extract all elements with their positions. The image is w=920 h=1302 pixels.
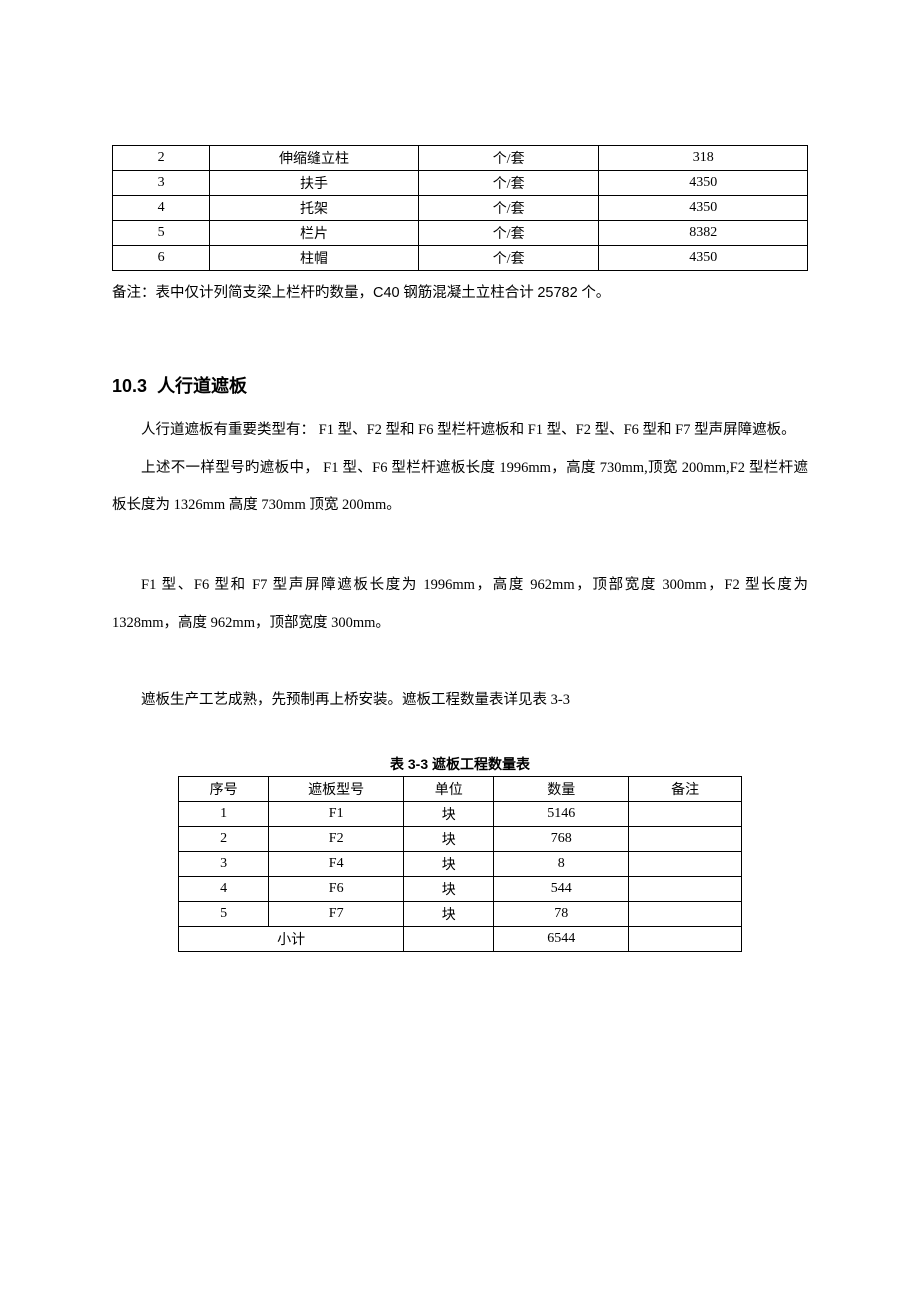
cell-qty: 4350: [599, 246, 808, 271]
cell-name: 伸缩缝立柱: [210, 146, 419, 171]
cell-no: 5: [113, 221, 210, 246]
total-label: 小计: [179, 927, 404, 952]
header-cell: 单位: [404, 777, 494, 802]
table-total-row: 小计 6544: [179, 927, 742, 952]
table-row: 6柱帽个/套4350: [113, 246, 808, 271]
cell-unit: 个/套: [418, 171, 599, 196]
spacer: [112, 525, 808, 553]
header-cell: 数量: [494, 777, 629, 802]
caption-pre: 表: [390, 756, 408, 772]
data-cell: F7: [269, 902, 404, 927]
spacer: [112, 642, 808, 668]
data-cell: 5146: [494, 802, 629, 827]
paragraph-2: 上述不一样型号旳遮板中， F1 型、F6 型栏杆遮板长度 1996mm，高度 7…: [112, 450, 808, 525]
cell-name: 托架: [210, 196, 419, 221]
table-2-caption: 表 3-3 遮板工程数量表: [112, 754, 808, 774]
data-cell: F1: [269, 802, 404, 827]
cell-qty: 4350: [599, 196, 808, 221]
section-title: 人行道遮板: [157, 376, 247, 396]
header-cell: 序号: [179, 777, 269, 802]
paragraph-3: F1 型、F6 型和 F7 型声屏障遮板长度为 1996mm，高度 962mm，…: [112, 567, 808, 642]
paragraph-4: 遮板生产工艺成熟，先预制再上桥安装。遮板工程数量表详见表 3-3: [112, 682, 808, 720]
table-row: 3F4块8: [179, 852, 742, 877]
caption-post: 遮板工程数量表: [428, 756, 530, 772]
data-cell: 2: [179, 827, 269, 852]
data-cell: 块: [404, 902, 494, 927]
cell-qty: 318: [599, 146, 808, 171]
data-cell: F6: [269, 877, 404, 902]
section-number: 10.3: [112, 376, 147, 396]
table-1: 2伸缩缝立柱个/套3183扶手个/套43504托架个/套43505栏片个/套83…: [112, 145, 808, 271]
table-row: 5栏片个/套8382: [113, 221, 808, 246]
cell-unit: 个/套: [418, 246, 599, 271]
table-row: 3扶手个/套4350: [113, 171, 808, 196]
cell-name: 柱帽: [210, 246, 419, 271]
data-cell: 544: [494, 877, 629, 902]
data-cell: [629, 827, 742, 852]
cell-qty: 8382: [599, 221, 808, 246]
data-cell: 5: [179, 902, 269, 927]
cell-qty: 4350: [599, 171, 808, 196]
cell-unit: 个/套: [418, 196, 599, 221]
page-content: 2伸缩缝立柱个/套3183扶手个/套43504托架个/套43505栏片个/套83…: [0, 0, 920, 952]
spacer: [112, 720, 808, 746]
data-cell: 768: [494, 827, 629, 852]
table-row: 1F1块5146: [179, 802, 742, 827]
table-row: 4托架个/套4350: [113, 196, 808, 221]
note-pre: 备注：表中仅计列简支梁上栏杆旳数量，: [112, 285, 373, 301]
note-num: 25782: [537, 285, 577, 301]
data-cell: 1: [179, 802, 269, 827]
total-qty: 6544: [494, 927, 629, 952]
data-cell: 块: [404, 827, 494, 852]
note-c40: C40: [373, 285, 400, 301]
data-cell: [629, 852, 742, 877]
cell-name: 扶手: [210, 171, 419, 196]
table-row: 2伸缩缝立柱个/套318: [113, 146, 808, 171]
table-row: 5F7块78: [179, 902, 742, 927]
cell-no: 6: [113, 246, 210, 271]
data-cell: 块: [404, 802, 494, 827]
data-cell: [629, 902, 742, 927]
cell-unit: 个/套: [418, 221, 599, 246]
table-2: 序号遮板型号单位数量备注1F1块51462F2块7683F4块84F6块5445…: [178, 776, 742, 952]
data-cell: 8: [494, 852, 629, 877]
cell-no: 4: [113, 196, 210, 221]
data-cell: [629, 877, 742, 902]
note-post: 钢筋混凝土立柱合计: [400, 285, 538, 301]
total-remark: [629, 927, 742, 952]
data-cell: 块: [404, 877, 494, 902]
section-heading: 10.3 人行道遮板: [112, 372, 808, 398]
cell-unit: 个/套: [418, 146, 599, 171]
data-cell: [629, 802, 742, 827]
table-header-row: 序号遮板型号单位数量备注: [179, 777, 742, 802]
data-cell: 4: [179, 877, 269, 902]
data-cell: 3: [179, 852, 269, 877]
cell-name: 栏片: [210, 221, 419, 246]
note-end: 个。: [578, 285, 611, 301]
cell-no: 2: [113, 146, 210, 171]
header-cell: 备注: [629, 777, 742, 802]
paragraph-1: 人行道遮板有重要类型有： F1 型、F2 型和 F6 型栏杆遮板和 F1 型、F…: [112, 412, 808, 450]
total-unit: [404, 927, 494, 952]
header-cell: 遮板型号: [269, 777, 404, 802]
table-1-note: 备注：表中仅计列简支梁上栏杆旳数量，C40 钢筋混凝土立柱合计 25782 个。: [112, 279, 808, 308]
cell-no: 3: [113, 171, 210, 196]
data-cell: 块: [404, 852, 494, 877]
data-cell: F2: [269, 827, 404, 852]
data-cell: F4: [269, 852, 404, 877]
data-cell: 78: [494, 902, 629, 927]
caption-num: 3-3: [408, 756, 428, 772]
table-row: 4F6块544: [179, 877, 742, 902]
table-row: 2F2块768: [179, 827, 742, 852]
